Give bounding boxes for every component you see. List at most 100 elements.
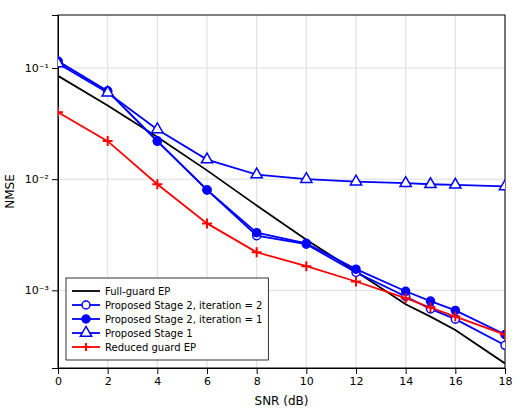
- tick-mark: [157, 368, 158, 374]
- point-marker: [301, 173, 312, 183]
- x-axis: 0 2 4 6 8 10 12 14 16 18: [55, 368, 513, 388]
- legend-label: Proposed Stage 2, iteration = 2: [105, 300, 262, 311]
- tick-mark: [52, 68, 58, 69]
- series-line: [58, 61, 505, 334]
- chart: 0 2 4 6 8 10 12 14 16 18 10⁻³ 10⁻² 10⁻¹ Full-guard EP…: [0, 0, 520, 413]
- point-marker: [500, 330, 505, 340]
- legend-swatch: [72, 290, 100, 292]
- axis-line: [52, 16, 59, 369]
- legend-marker: [82, 343, 90, 351]
- legend-item: Reduced guard EP: [72, 342, 196, 353]
- tick: 6: [204, 368, 211, 388]
- point-marker: [152, 123, 163, 133]
- tick-label: 8: [254, 375, 261, 388]
- series-group: [58, 57, 505, 363]
- legend-item: Proposed Stage 1: [72, 326, 193, 338]
- tick-label: 4: [154, 375, 161, 388]
- tick-mark: [108, 368, 109, 374]
- legend: Full-guard EP Proposed Stage 2, iteration…: [66, 278, 268, 360]
- tick: 12: [350, 368, 364, 388]
- tick-label: 14: [399, 375, 413, 388]
- tick: 2: [105, 368, 112, 388]
- series-line: [58, 76, 505, 364]
- point-marker: [350, 175, 361, 185]
- series-line: [58, 63, 505, 186]
- grid-line-y: [58, 68, 505, 69]
- point-marker: [253, 229, 261, 237]
- series: [58, 76, 505, 364]
- point-marker: [203, 186, 211, 194]
- series: [58, 57, 505, 349]
- point-marker: [426, 303, 436, 313]
- tick: 10⁻¹: [25, 62, 58, 75]
- legend-item: Proposed Stage 2, iteration = 1: [72, 314, 262, 325]
- tick: 4: [154, 368, 161, 388]
- point-marker: [103, 136, 113, 146]
- tick-label: 12: [350, 375, 364, 388]
- plot-frame: [58, 15, 505, 368]
- tick-mark: [52, 290, 58, 291]
- point-marker: [252, 247, 262, 257]
- tick-mark: [406, 368, 407, 374]
- point-marker: [153, 137, 161, 145]
- tick: 8: [254, 368, 261, 388]
- series: [58, 57, 505, 190]
- tick: 10⁻³: [25, 284, 58, 297]
- tick: 18: [499, 368, 513, 388]
- point-marker: [352, 265, 360, 273]
- point-marker: [501, 341, 505, 349]
- tick-label: 10⁻¹: [25, 62, 49, 75]
- point-marker: [58, 107, 63, 117]
- tick-label: 10: [300, 375, 314, 388]
- point-marker: [400, 177, 411, 187]
- point-marker: [302, 239, 310, 247]
- series: [58, 107, 505, 339]
- legend-marker: [82, 301, 90, 309]
- grid-line-y: [58, 179, 505, 180]
- point-marker: [203, 186, 211, 194]
- legend-marker: [80, 326, 91, 336]
- tick-mark: [306, 368, 307, 374]
- legend-marker: [82, 315, 90, 323]
- point-marker: [425, 178, 436, 188]
- point-marker: [251, 168, 262, 178]
- point-marker: [152, 179, 162, 189]
- point-marker: [302, 240, 310, 248]
- point-marker: [153, 137, 161, 145]
- legend-item: Full-guard EP: [72, 286, 170, 297]
- tick-mark: [455, 368, 456, 374]
- x-axis-title: SNR (dB): [255, 394, 309, 408]
- legend-label: Proposed Stage 1: [105, 328, 193, 339]
- axis-line: [59, 369, 506, 375]
- point-marker: [201, 153, 212, 163]
- tick-mark: [257, 368, 258, 374]
- tick-mark: [207, 368, 208, 374]
- series-line: [58, 61, 505, 345]
- series-line: [58, 112, 505, 334]
- point-marker: [499, 180, 505, 190]
- tick-label: 18: [499, 375, 513, 388]
- tick-label: 10⁻³: [25, 284, 49, 297]
- tick-label: 6: [204, 375, 211, 388]
- legend-label: Proposed Stage 2, iteration = 1: [105, 314, 262, 325]
- point-marker: [450, 312, 460, 322]
- legend-item: Proposed Stage 2, iteration = 2: [72, 300, 262, 311]
- grid: [58, 15, 505, 368]
- tick-label: 0: [55, 375, 62, 388]
- y-axis: 10⁻³ 10⁻² 10⁻¹: [25, 16, 59, 369]
- plot: 0 2 4 6 8 10 12 14 16 18 10⁻³ 10⁻² 10⁻¹ Full-guard EP…: [25, 15, 513, 388]
- point-marker: [401, 293, 411, 303]
- tick-label: 16: [449, 375, 463, 388]
- legend-label: Reduced guard EP: [105, 342, 196, 353]
- tick: 0: [55, 368, 62, 388]
- point-marker: [351, 277, 361, 287]
- series: [58, 57, 505, 338]
- point-marker: [102, 86, 113, 96]
- tick-label: 10⁻²: [25, 173, 49, 186]
- tick-mark: [52, 179, 58, 180]
- legend-box: [66, 278, 268, 360]
- tick: 10⁻²: [25, 173, 58, 186]
- tick: 16: [449, 368, 463, 388]
- point-marker: [58, 57, 64, 67]
- tick: 10: [300, 368, 314, 388]
